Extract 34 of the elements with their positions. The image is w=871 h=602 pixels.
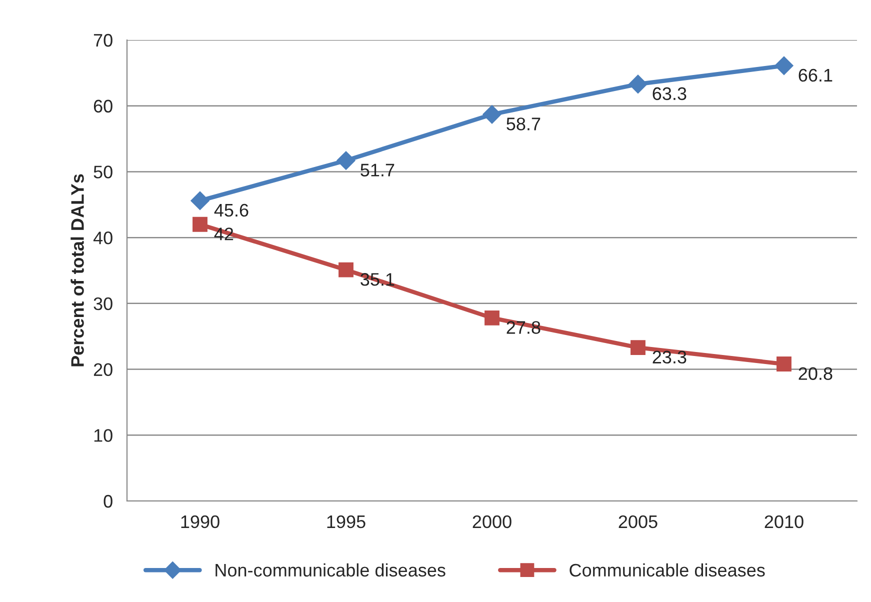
data-label: 63.3	[652, 87, 686, 100]
legend-label: Communicable diseases	[570, 563, 765, 577]
data-label: 23.3	[652, 350, 686, 364]
data-label: 20.8	[798, 367, 832, 380]
legend-label: Non-communicable diseases	[216, 563, 446, 577]
point	[336, 151, 356, 170]
y-tick-label: 50	[94, 166, 112, 178]
point	[774, 56, 794, 76]
data-label: 42	[214, 228, 234, 240]
point	[484, 310, 500, 326]
point	[776, 356, 792, 372]
data-label: 45.6	[214, 204, 248, 217]
point	[628, 74, 648, 94]
y-tick-label: 70	[94, 34, 112, 47]
data-label: 51.7	[360, 164, 394, 176]
point	[190, 191, 210, 210]
y-axis-title: Percent of total DALYs	[70, 174, 84, 366]
x-tick-label: 2010	[764, 515, 804, 528]
x-tick-label: 1990	[181, 515, 220, 528]
y-tick-label: 10	[94, 429, 112, 442]
point	[482, 105, 502, 124]
x-tick-label: 2000	[472, 515, 512, 528]
data-label: 58.7	[506, 118, 540, 130]
point	[630, 340, 646, 356]
y-tick-label: 60	[94, 100, 112, 113]
point	[338, 262, 354, 278]
y-tick-label: 30	[94, 297, 112, 310]
x-tick-label: 2005	[618, 515, 658, 528]
y-tick-label: 20	[94, 363, 112, 376]
y-tick-label: 40	[93, 232, 112, 244]
data-label: 66.1	[798, 68, 832, 82]
point	[192, 216, 208, 232]
x-tick-label: 1995	[327, 515, 366, 528]
y-tick-label: 0	[104, 494, 112, 508]
